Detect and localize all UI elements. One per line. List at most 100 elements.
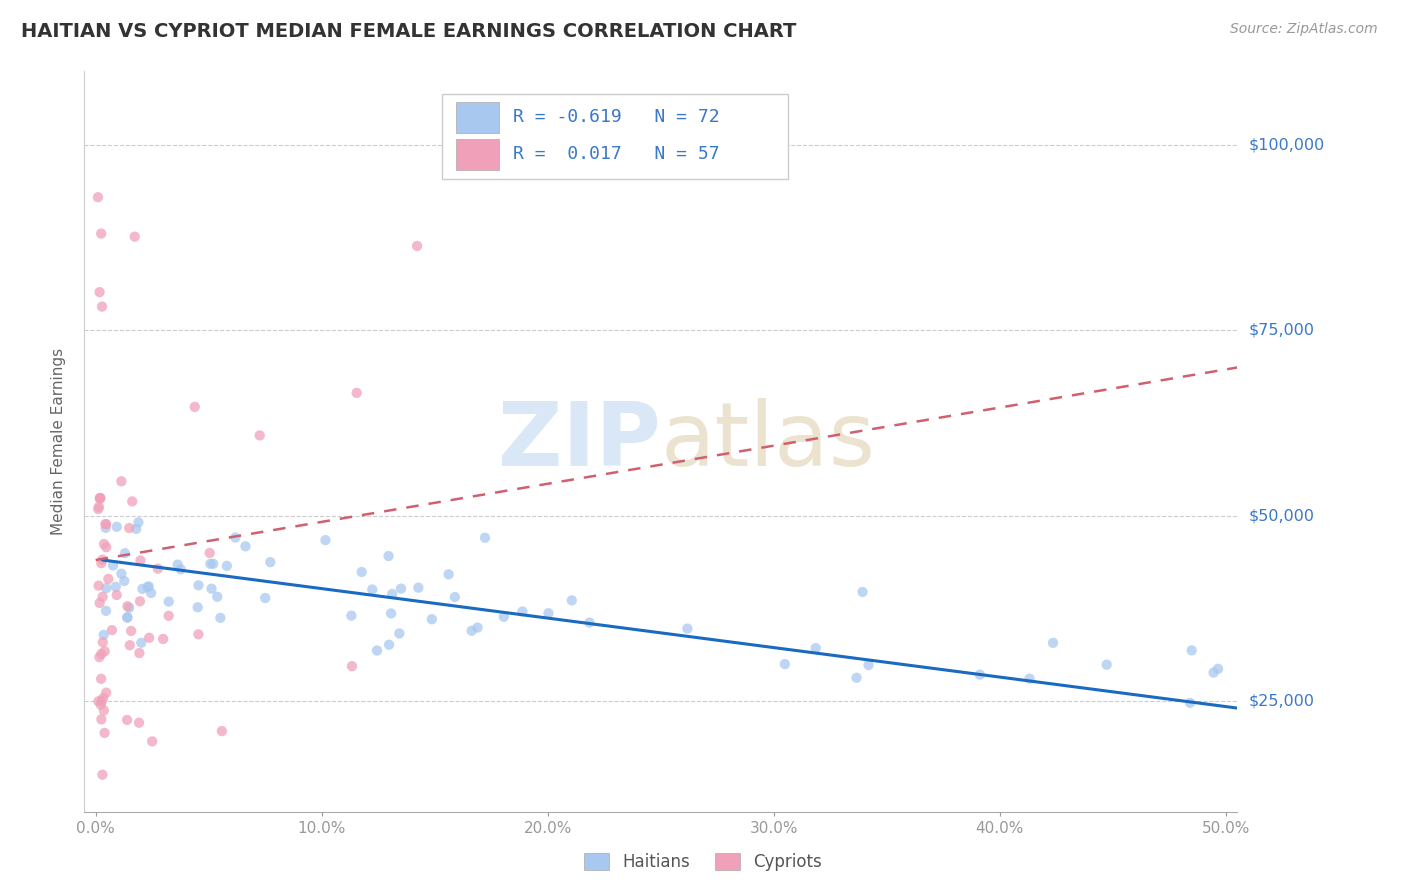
Point: [187, 627, 209, 641]
Point: [117, 610, 139, 624]
Point: [361, 582, 384, 597]
Point: [249, 428, 271, 442]
Point: [90, 647, 112, 661]
Point: [96, 686, 118, 700]
Point: [128, 715, 150, 730]
Point: [804, 641, 827, 656]
Point: [110, 475, 132, 489]
Point: [93, 628, 115, 642]
Point: [211, 724, 233, 739]
Point: [350, 565, 373, 579]
Y-axis label: Median Female Earnings: Median Female Earnings: [51, 348, 66, 535]
Point: [138, 631, 160, 645]
Point: [1178, 696, 1201, 710]
Point: [561, 593, 583, 607]
Text: atlas: atlas: [661, 398, 876, 485]
Point: [101, 558, 124, 573]
Point: [110, 566, 132, 581]
Text: $25,000: $25,000: [1249, 693, 1315, 708]
Text: Source: ZipAtlas.com: Source: ZipAtlas.com: [1230, 22, 1378, 37]
Point: [170, 562, 193, 576]
Text: HAITIAN VS CYPRIOT MEDIAN FEMALE EARNINGS CORRELATION CHART: HAITIAN VS CYPRIOT MEDIAN FEMALE EARNING…: [21, 22, 796, 41]
Point: [141, 734, 163, 748]
Point: [93, 703, 115, 717]
Point: [474, 531, 496, 545]
Point: [460, 624, 482, 638]
Point: [104, 580, 127, 594]
Point: [166, 558, 188, 572]
Point: [93, 537, 115, 551]
Point: [90, 698, 112, 712]
Point: [340, 659, 363, 673]
Text: $75,000: $75,000: [1249, 323, 1315, 338]
Point: [259, 555, 281, 569]
Point: [380, 607, 402, 621]
Point: [91, 690, 114, 705]
Point: [845, 671, 868, 685]
Text: R =  0.017   N = 57: R = 0.017 N = 57: [513, 145, 720, 163]
Point: [89, 285, 111, 299]
Point: [381, 587, 404, 601]
Point: [346, 385, 368, 400]
Point: [467, 621, 489, 635]
Point: [90, 227, 112, 241]
Point: [117, 610, 139, 624]
Point: [157, 608, 180, 623]
Point: [1181, 643, 1204, 657]
Point: [235, 539, 257, 553]
Point: [224, 531, 246, 545]
Point: [90, 694, 112, 708]
Point: [121, 494, 143, 508]
Point: [89, 650, 111, 665]
Point: [114, 546, 136, 560]
Point: [105, 588, 128, 602]
Point: [492, 609, 515, 624]
Point: [187, 600, 209, 615]
Point: [202, 557, 225, 571]
Point: [118, 521, 141, 535]
Point: [93, 644, 115, 658]
Point: [94, 521, 117, 535]
Point: [125, 522, 148, 536]
FancyBboxPatch shape: [456, 139, 499, 169]
Text: $100,000: $100,000: [1249, 138, 1324, 153]
Point: [207, 590, 229, 604]
Text: $50,000: $50,000: [1249, 508, 1315, 523]
Point: [136, 580, 159, 594]
Text: ZIP: ZIP: [498, 398, 661, 485]
Point: [131, 582, 153, 596]
Point: [858, 658, 880, 673]
Point: [200, 557, 222, 571]
Point: [1042, 636, 1064, 650]
Point: [254, 591, 277, 605]
Point: [139, 586, 162, 600]
Point: [340, 608, 363, 623]
Point: [773, 657, 796, 672]
Point: [90, 712, 112, 726]
Point: [366, 643, 388, 657]
FancyBboxPatch shape: [441, 94, 787, 178]
Point: [89, 596, 111, 610]
Point: [89, 491, 111, 505]
Point: [101, 623, 124, 637]
Point: [146, 562, 169, 576]
Point: [215, 558, 238, 573]
Point: [388, 626, 411, 640]
Point: [96, 541, 118, 555]
Point: [420, 612, 443, 626]
Point: [96, 581, 118, 595]
Point: [90, 556, 112, 570]
Point: [97, 572, 120, 586]
Point: [198, 546, 221, 560]
Point: [1206, 662, 1229, 676]
Point: [1095, 657, 1118, 672]
Point: [91, 635, 114, 649]
Point: [389, 582, 412, 596]
Point: [578, 615, 600, 630]
Point: [129, 636, 152, 650]
Point: [90, 672, 112, 686]
Point: [851, 585, 873, 599]
Point: [187, 578, 209, 592]
Point: [118, 600, 141, 615]
Point: [91, 767, 114, 781]
